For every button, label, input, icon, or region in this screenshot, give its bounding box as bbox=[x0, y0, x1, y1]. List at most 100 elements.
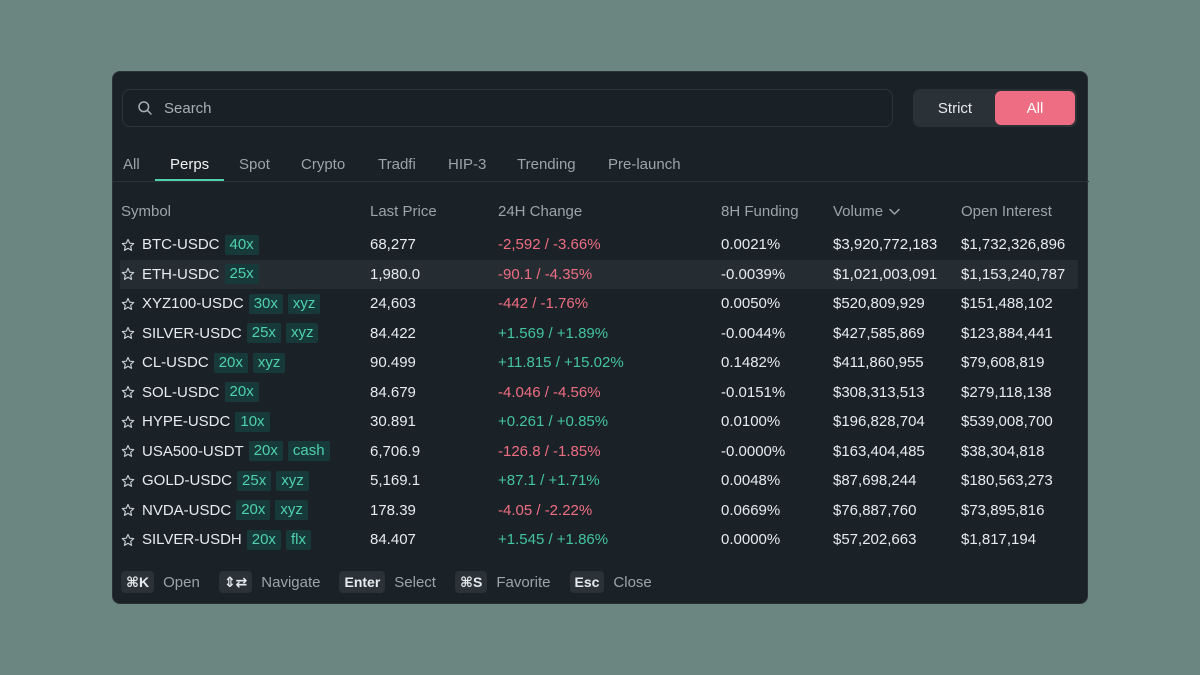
change-24h: -2,592 / -3.66% bbox=[498, 236, 601, 253]
leverage-badge: 10x bbox=[235, 411, 270, 432]
market-table-body: BTC-USDC 40x 68,277 -2,592 / -3.66% 0.00… bbox=[113, 230, 1089, 555]
last-price: 68,277 bbox=[370, 236, 416, 253]
star-icon[interactable] bbox=[121, 238, 135, 252]
market-selector-panel: Strict All All Perps Spot Crypto Tradfi … bbox=[112, 71, 1089, 604]
market-tag-badge: xyz bbox=[276, 470, 309, 491]
change-24h: +0.261 / +0.85% bbox=[498, 413, 609, 430]
funding-8h: -0.0000% bbox=[721, 442, 786, 460]
open-interest: $79,608,819 bbox=[961, 354, 1045, 371]
table-row[interactable]: NVDA-USDC 20x xyz 178.39 -4.05 / -2.22% 0… bbox=[113, 496, 1089, 526]
table-row[interactable]: USA500-USDT 20x cash 6,706.9 -126.8 / -1.… bbox=[113, 437, 1089, 467]
last-price: 5,169.1 bbox=[370, 472, 421, 489]
table-row[interactable]: ETH-USDC 25x 1,980.0 -90.1 / -4.35% -0.0… bbox=[113, 259, 1089, 290]
search-box[interactable] bbox=[122, 89, 893, 127]
leverage-badge: 20x bbox=[246, 529, 281, 550]
favorite-shortcut-label: Favorite bbox=[496, 573, 551, 591]
open-interest: $151,488,102 bbox=[961, 295, 1053, 312]
open-interest: $38,304,818 bbox=[961, 442, 1045, 460]
col-last-price[interactable]: Last Price bbox=[370, 203, 437, 220]
star-icon[interactable] bbox=[121, 267, 135, 281]
symbol-name: NVDA-USDC bbox=[142, 501, 232, 519]
star-icon[interactable] bbox=[121, 503, 135, 517]
keyboard-shortcuts-bar: ⌘K Open ⇕⇄ Navigate Enter Select ⌘S Favorite Esc… bbox=[121, 570, 671, 594]
table-row[interactable]: SILVER-USDC 25x xyz 84.422 +1.569 / +1.89… bbox=[113, 319, 1089, 349]
match-mode-toggle: Strict All bbox=[913, 89, 1077, 127]
search-input[interactable] bbox=[162, 98, 892, 118]
tab-all[interactable]: All bbox=[123, 156, 140, 173]
tab-prelaunch[interactable]: Pre-launch bbox=[608, 156, 681, 173]
funding-8h: -0.0151% bbox=[721, 383, 786, 401]
funding-8h: 0.0669% bbox=[721, 501, 781, 519]
table-row[interactable]: GOLD-USDC 25x xyz 5,169.1 +87.1 / +1.71% … bbox=[113, 466, 1089, 496]
change-24h: -126.8 / -1.85% bbox=[498, 442, 601, 460]
last-price: 84.422 bbox=[370, 324, 416, 342]
leverage-badge: 20x bbox=[248, 441, 283, 462]
open-shortcut-label: Open bbox=[163, 573, 200, 591]
star-icon[interactable] bbox=[121, 297, 135, 311]
symbol-name: XYZ100-USDC bbox=[142, 295, 244, 312]
change-24h: +87.1 / +1.71% bbox=[498, 472, 600, 489]
tab-hip3[interactable]: HIP-3 bbox=[448, 156, 487, 173]
tab-crypto[interactable]: Crypto bbox=[301, 156, 346, 173]
star-icon[interactable] bbox=[121, 415, 135, 429]
table-row[interactable]: SOL-USDC 20x 84.679 -4.046 / -4.56% -0.0… bbox=[113, 378, 1089, 408]
volume: $1,021,003,091 bbox=[833, 265, 938, 283]
col-symbol[interactable]: Symbol bbox=[121, 203, 172, 220]
last-price: 6,706.9 bbox=[370, 442, 421, 460]
table-row[interactable]: HYPE-USDC 10x 30.891 +0.261 / +0.85% 0.0… bbox=[113, 407, 1089, 437]
star-icon[interactable] bbox=[121, 326, 135, 340]
tab-perps[interactable]: Perps bbox=[170, 156, 210, 173]
last-price: 178.39 bbox=[370, 501, 416, 519]
market-tag-badge: xyz bbox=[275, 500, 308, 521]
active-tab-indicator bbox=[155, 179, 224, 181]
symbol-name: USA500-USDT bbox=[142, 442, 244, 460]
table-row[interactable]: BTC-USDC 40x 68,277 -2,592 / -3.66% 0.00… bbox=[113, 230, 1089, 260]
volume: $3,920,772,183 bbox=[833, 236, 938, 253]
leverage-badge: 20x bbox=[224, 382, 259, 403]
star-icon[interactable] bbox=[121, 444, 135, 458]
mode-strict-button[interactable]: Strict bbox=[937, 99, 973, 117]
last-price: 24,603 bbox=[370, 295, 416, 312]
market-tag-badge: cash bbox=[287, 441, 330, 462]
select-shortcut-label: Select bbox=[394, 573, 436, 591]
col-24h-change[interactable]: 24H Change bbox=[498, 203, 583, 220]
col-volume[interactable]: Volume bbox=[833, 203, 900, 220]
open-interest: $180,563,273 bbox=[961, 472, 1053, 489]
tab-trending[interactable]: Trending bbox=[517, 156, 576, 173]
funding-8h: 0.0000% bbox=[721, 531, 781, 548]
change-24h: -4.046 / -4.56% bbox=[498, 383, 601, 401]
open-interest: $279,118,138 bbox=[961, 383, 1052, 401]
funding-8h: -0.0044% bbox=[721, 324, 786, 342]
symbol-name: SILVER-USDH bbox=[142, 531, 242, 548]
tab-spot[interactable]: Spot bbox=[239, 156, 270, 173]
star-icon[interactable] bbox=[121, 474, 135, 488]
funding-8h: 0.1482% bbox=[721, 354, 781, 371]
change-24h: +11.815 / +15.02% bbox=[498, 354, 624, 371]
close-shortcut-key: Esc bbox=[569, 571, 605, 593]
volume: $163,404,485 bbox=[833, 442, 925, 460]
open-interest: $123,884,441 bbox=[961, 324, 1053, 342]
open-interest: $1,732,326,896 bbox=[961, 236, 1066, 253]
symbol-cell: SILVER-USDH 20x flx bbox=[121, 525, 311, 555]
table-row[interactable]: CL-USDC 20x xyz 90.499 +11.815 / +15.02% … bbox=[113, 348, 1089, 378]
table-row[interactable]: SILVER-USDH 20x flx 84.407 +1.545 / +1.86… bbox=[113, 525, 1089, 555]
col-8h-funding[interactable]: 8H Funding bbox=[721, 203, 799, 220]
star-icon[interactable] bbox=[121, 533, 135, 547]
star-icon[interactable] bbox=[121, 385, 135, 399]
symbol-name: HYPE-USDC bbox=[142, 413, 231, 430]
market-tag-badge: xyz bbox=[252, 352, 286, 373]
favorite-shortcut-key: ⌘S bbox=[454, 571, 488, 593]
table-row[interactable]: XYZ100-USDC 30x xyz 24,603 -442 / -1.76% … bbox=[113, 289, 1089, 319]
last-price: 1,980.0 bbox=[370, 265, 421, 283]
change-24h: -442 / -1.76% bbox=[498, 295, 589, 312]
last-price: 90.499 bbox=[370, 354, 416, 371]
mode-all-button[interactable]: All bbox=[995, 91, 1075, 125]
market-tag-badge: xyz bbox=[285, 323, 319, 344]
col-open-interest[interactable]: Open Interest bbox=[961, 203, 1052, 220]
star-icon[interactable] bbox=[121, 356, 135, 370]
symbol-cell: HYPE-USDC 10x bbox=[121, 407, 270, 437]
tab-tradfi[interactable]: Tradfi bbox=[378, 156, 416, 173]
symbol-cell: SILVER-USDC 25x xyz bbox=[121, 319, 319, 349]
leverage-badge: 20x bbox=[213, 352, 248, 373]
symbol-cell: USA500-USDT 20x cash bbox=[121, 437, 330, 467]
